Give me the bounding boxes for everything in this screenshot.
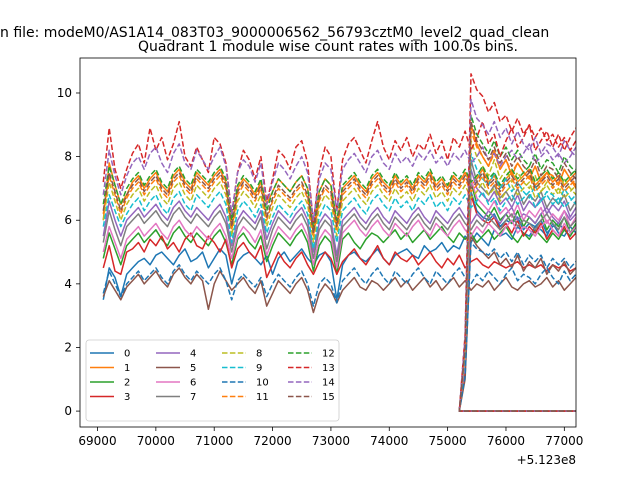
legend-box [85,339,340,422]
series-8-line [102,139,576,412]
legend-label-8: 8 [256,349,262,360]
legend-label-3: 3 [124,392,130,403]
series-9-line [102,152,576,412]
y-tick-label: 2 [64,340,72,354]
legend-label-2: 2 [124,378,130,389]
x-tick-label: 72000 [253,434,291,448]
series-5-line [102,235,576,412]
legend-label-10: 10 [256,378,269,389]
series-6-line [102,178,576,412]
legend-label-9: 9 [256,363,262,374]
x-tick-label: 73000 [312,434,350,448]
x-tick-label: 69000 [78,434,116,448]
legend-label-12: 12 [322,349,335,360]
y-tick-label: 8 [64,150,72,164]
series-layer [102,73,576,412]
y-tick-label: 0 [64,404,72,418]
x-tick-label: 77000 [545,434,583,448]
x-tick-label: 70000 [137,434,175,448]
series-15-line [102,120,576,412]
series-10-line [102,241,576,412]
y-axis: 0 2 4 6 8 10 [57,86,80,418]
legend-label-1: 1 [124,363,130,374]
series-13-line [102,73,576,412]
chart-title: Quadrant 1 module wise count rates with … [138,39,518,55]
y-tick-label: 10 [57,86,72,100]
legend-label-11: 11 [256,392,269,403]
legend-label-15: 15 [322,392,335,403]
legend-label-7: 7 [190,392,196,403]
legend-label-6: 6 [190,378,196,389]
x-offset-label: +5.123e8 [517,453,576,467]
x-tick-label: 74000 [370,434,408,448]
series-14-line [102,98,576,412]
series-4-line [102,168,576,412]
series-7-line [102,159,576,412]
y-tick-label: 4 [64,277,72,291]
legend-label-14: 14 [322,378,335,389]
legend-label-13: 13 [322,363,335,374]
x-tick-label: 75000 [429,434,467,448]
chart-suptitle: n file: modeM0/AS1A14_083T03_9000006562_… [0,25,549,41]
legend-label-4: 4 [190,349,196,360]
y-tick-label: 6 [64,213,72,227]
x-axis: 69000 70000 71000 72000 73000 74000 75000 76000… [78,427,583,448]
legend-label-0: 0 [124,349,130,360]
x-tick-label: 71000 [195,434,233,448]
legend-label-5: 5 [190,363,196,374]
series-12-line [102,114,576,412]
x-tick-label: 76000 [487,434,525,448]
plot-frame [79,57,577,428]
